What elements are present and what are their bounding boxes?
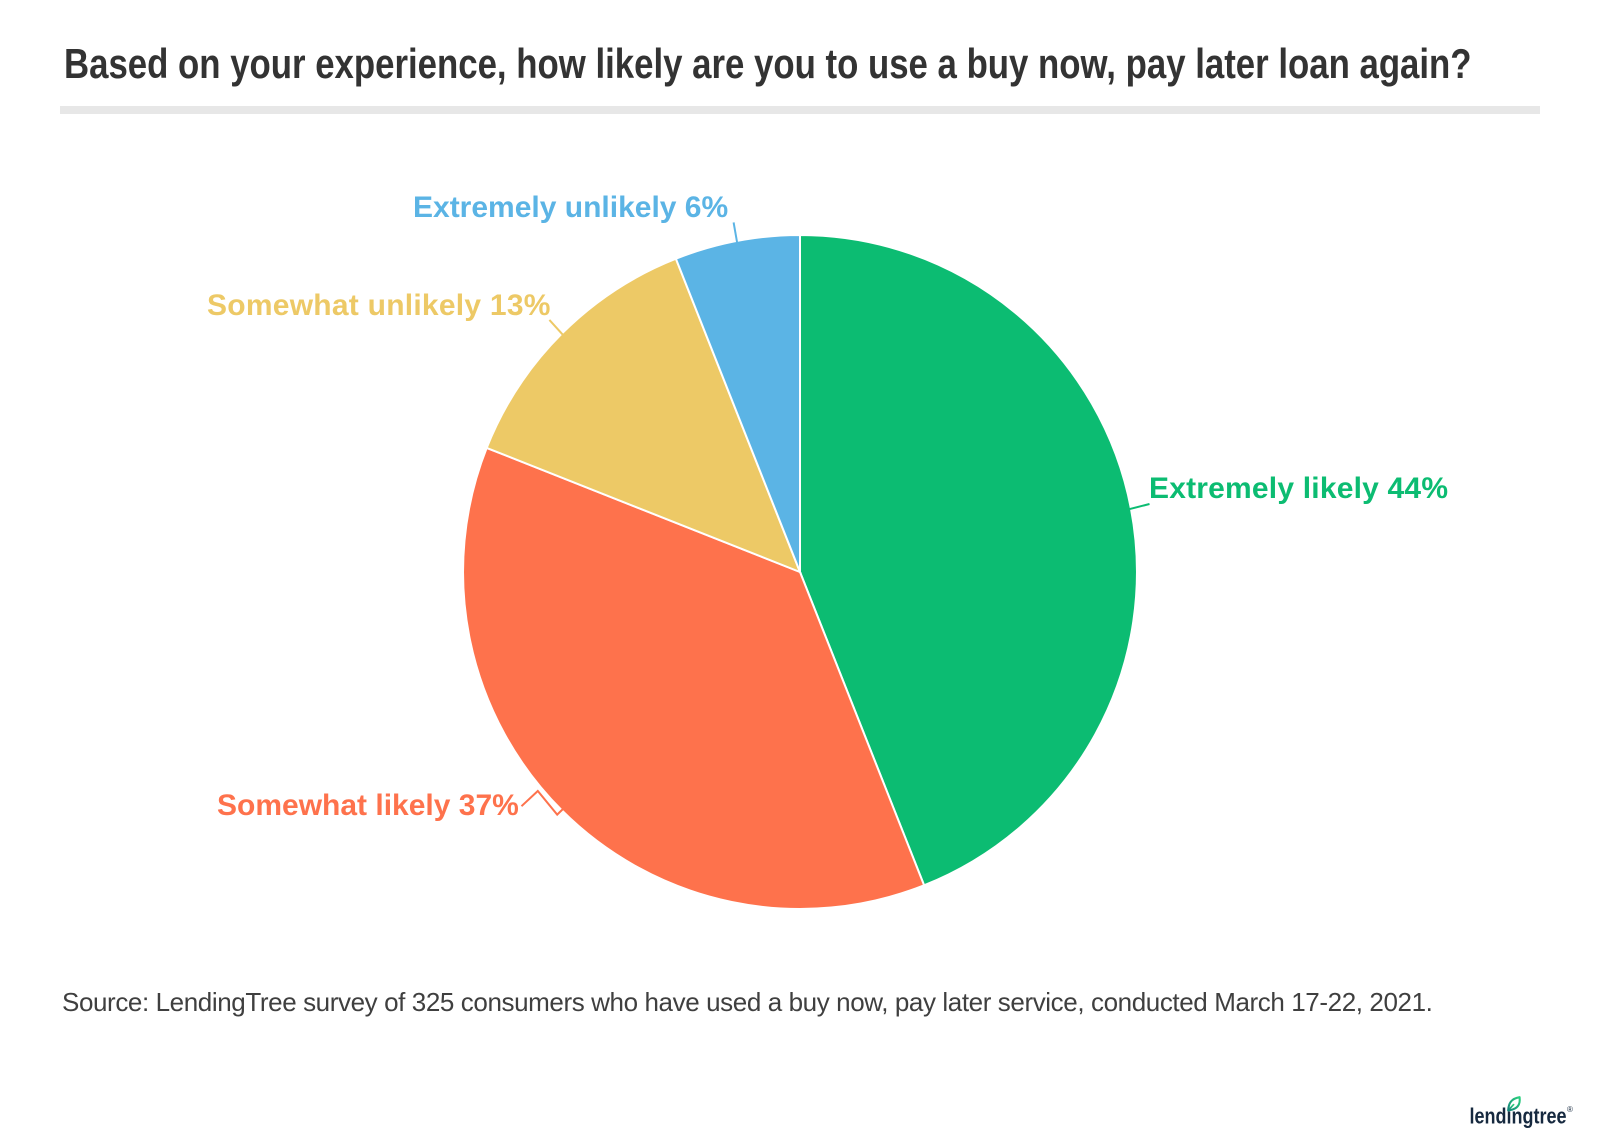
svg-text:®: ® [1567,1105,1573,1114]
svg-text:lendıngtree: lendıngtree [1470,1104,1567,1129]
